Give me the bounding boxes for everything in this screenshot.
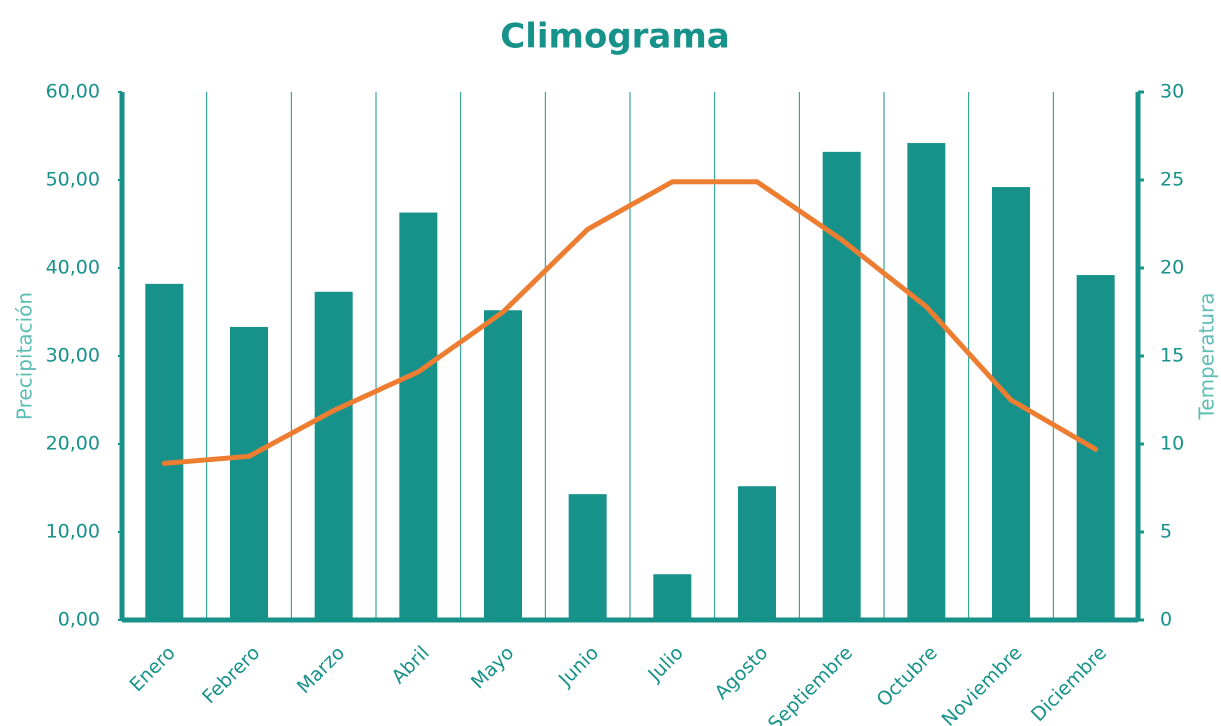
bar	[399, 212, 438, 620]
x-tick-label: Noviembre	[938, 642, 1027, 726]
bar	[822, 151, 861, 620]
chart-title: Climograma	[500, 17, 729, 57]
x-tick-label: Enero	[125, 642, 179, 696]
bar	[992, 187, 1030, 621]
y2-tick-label: 20	[1160, 257, 1184, 279]
x-tick-label: Abril	[387, 642, 433, 688]
y2-tick-label: 0	[1160, 609, 1172, 631]
bar	[484, 310, 522, 620]
y-tick-label: 30,00	[46, 345, 100, 367]
bar	[653, 574, 692, 620]
y2-tick-label: 30	[1160, 81, 1184, 103]
bar	[907, 143, 946, 621]
y2-tick-label: 5	[1160, 521, 1172, 543]
bar	[145, 283, 184, 620]
x-tick-label: Junio	[554, 642, 603, 691]
y2-tick-label: 15	[1160, 345, 1184, 367]
x-tick-label: Agosto	[710, 642, 772, 704]
y-axis-label: Precipitación	[13, 292, 37, 420]
y2-tick-label: 25	[1160, 169, 1184, 191]
bar	[738, 486, 776, 620]
x-tick-label: Mayo	[467, 642, 519, 694]
y-tick-label: 40,00	[46, 257, 100, 279]
x-tick-label: Marzo	[293, 642, 349, 698]
y2-axis-label: Temperatura	[1195, 292, 1219, 420]
y-tick-label: 10,00	[46, 521, 100, 543]
y-tick-label: 50,00	[46, 169, 100, 191]
x-tick-label: Septiembre	[764, 642, 857, 726]
bar	[568, 494, 607, 620]
x-tick-label: Julio	[643, 642, 687, 686]
bar	[230, 326, 268, 620]
y2-tick-label: 10	[1160, 433, 1184, 455]
line	[161, 179, 1099, 466]
bar	[314, 291, 353, 620]
y-tick-label: 20,00	[46, 433, 100, 455]
x-tick-label: Octubre	[872, 642, 941, 711]
x-tick-label: Diciembre	[1027, 642, 1111, 726]
y-tick-label: 60,00	[46, 81, 100, 103]
y-tick-label: 0,00	[58, 609, 100, 631]
x-tick-label: Febrero	[198, 642, 264, 708]
